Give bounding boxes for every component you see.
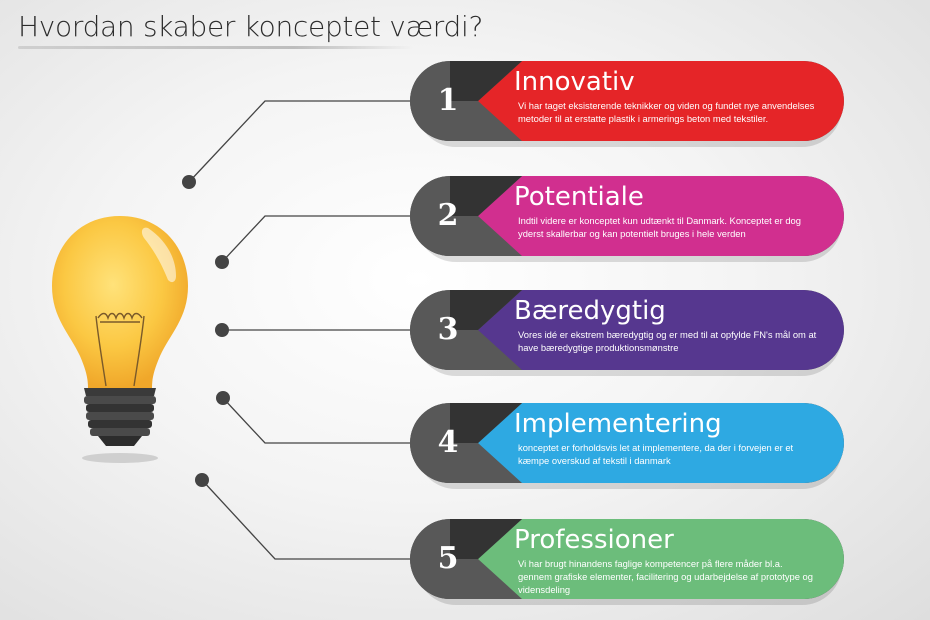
item-number: 4: [437, 425, 459, 460]
item-number: 2: [437, 198, 459, 233]
connector-line-4: [222, 397, 410, 444]
item-title: Innovativ: [514, 67, 635, 97]
connector-dot-2: [215, 255, 229, 269]
item-title: Implementering: [514, 409, 722, 439]
item-number: 1: [437, 83, 459, 118]
item-description: Vores idé er ekstrem bæredygtig og er me…: [518, 329, 817, 353]
connector-line-2: [221, 215, 410, 263]
value-item-5: 5 Professioner Vi har brugt hinandens fa…: [410, 519, 844, 605]
item-description: Vi har taget eksisterende teknikker og v…: [518, 100, 815, 124]
item-number: 5: [437, 541, 459, 576]
item-title: Professioner: [514, 525, 674, 555]
title-underline: [18, 46, 413, 49]
item-description: Indtil videre er konceptet kun udtænkt t…: [518, 215, 801, 239]
item-description: konceptet er forholdsvis let at implemen…: [518, 442, 794, 466]
item-description: Vi har brugt hinandens faglige kompetenc…: [518, 558, 813, 595]
item-color-band: [478, 176, 844, 256]
connector-line-1: [188, 100, 410, 183]
value-item-1: 1 Innovativ Vi har taget eksisterende te…: [410, 61, 844, 147]
connector-dot-1: [182, 175, 196, 189]
connector-dot-4: [216, 391, 230, 405]
item-color-band: [478, 61, 844, 141]
item-color-band: [478, 519, 844, 599]
page-title: Hvordan skaber konceptet værdi?: [18, 10, 484, 43]
value-item-3: 3 Bæredygtig Vores idé er ekstrem bæredy…: [410, 290, 844, 376]
item-title: Bæredygtig: [514, 296, 666, 326]
connector-dot-5: [195, 473, 209, 487]
connector-line-5: [201, 479, 410, 560]
value-item-4: 4 Implementering konceptet er forholdsvi…: [410, 403, 844, 489]
value-item-2: 2 Potentiale Indtil videre er konceptet …: [410, 176, 844, 262]
item-color-band: [478, 403, 844, 483]
connector-dot-3: [215, 323, 229, 337]
light-bulb-icon: [52, 216, 188, 463]
item-title: Potentiale: [514, 182, 644, 212]
item-number: 3: [437, 312, 459, 347]
item-color-band: [478, 290, 844, 370]
